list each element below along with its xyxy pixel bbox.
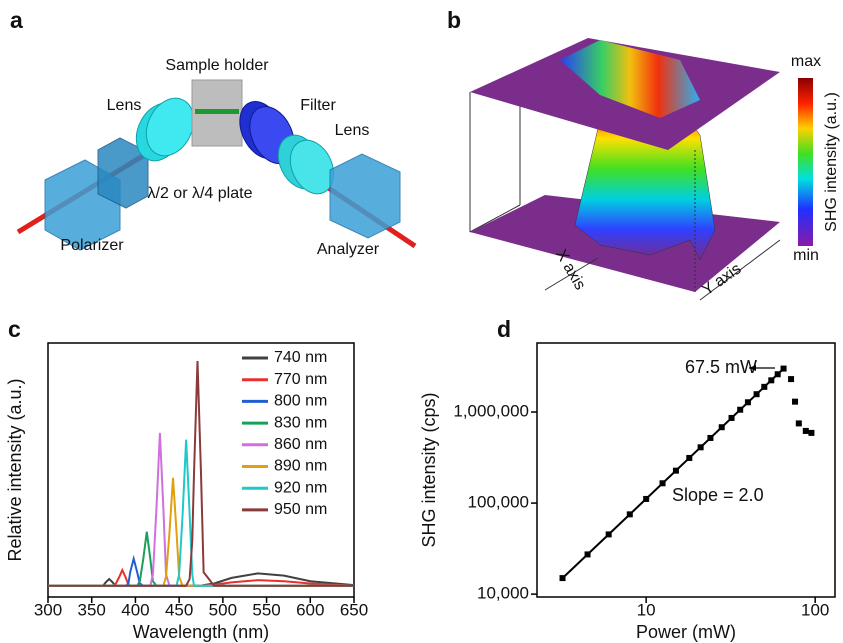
legend-label: 770 nm	[274, 371, 327, 388]
data-point	[697, 444, 704, 451]
data-point	[753, 391, 760, 398]
data-point	[788, 376, 795, 383]
component-label: λ/2 or λ/4 plate	[148, 185, 253, 202]
x-tick-label: 600	[296, 600, 324, 619]
plot-frame	[536, 342, 836, 598]
data-point	[728, 414, 735, 421]
data-point	[744, 399, 751, 406]
x-tick-label: 350	[78, 600, 106, 619]
panel-label: b	[447, 7, 461, 33]
data-point	[774, 371, 781, 378]
colorbar-min: min	[793, 247, 819, 264]
data-point	[792, 398, 799, 405]
data-point	[808, 429, 815, 436]
data-point	[643, 495, 650, 502]
y-axis-label: Relative intensity (a.u.)	[5, 378, 25, 561]
legend-label: 800 nm	[274, 393, 327, 410]
x-tick-label: 550	[252, 600, 280, 619]
data-point	[672, 467, 679, 474]
data-point	[737, 406, 744, 413]
component-label: Lens	[107, 97, 142, 114]
component-label: Filter	[300, 97, 336, 114]
surface-plot	[469, 38, 813, 301]
x-tick-label: 450	[165, 600, 193, 619]
legend-label: 950 nm	[274, 501, 327, 518]
data-point	[659, 480, 666, 487]
data-point	[718, 424, 725, 431]
data-point	[605, 531, 612, 538]
legend-label: 740 nm	[274, 349, 327, 366]
y-tick-label: 10,000	[477, 584, 529, 603]
x-tick-label: 100	[801, 600, 829, 619]
data-point	[780, 365, 787, 372]
data-point	[707, 434, 714, 441]
y-tick-label: 100,000	[468, 493, 529, 512]
x-tick-label: 500	[209, 600, 237, 619]
plot-frame	[47, 342, 355, 598]
x-tick-label: 300	[34, 600, 62, 619]
component-label: Analyzer	[317, 241, 380, 258]
data-point	[626, 511, 633, 518]
data-point	[559, 575, 566, 582]
data-point	[686, 454, 693, 461]
colorbar-title: SHG intensity (a.u.)	[823, 92, 840, 232]
x-axis-label: Power (mW)	[636, 622, 736, 642]
y-tick-label: 1,000,000	[453, 402, 529, 421]
annotation-arrowhead	[749, 365, 756, 371]
data-point	[795, 420, 802, 427]
panel-label: a	[10, 7, 23, 33]
x-tick-label: 650	[340, 600, 368, 619]
data-point	[761, 383, 768, 390]
component-label: Sample holder	[165, 57, 269, 74]
data-point	[768, 377, 775, 384]
x-tick-label: 10	[637, 600, 656, 619]
panel-label: d	[497, 316, 511, 342]
x-tick-label: 400	[121, 600, 149, 619]
legend-label: 860 nm	[274, 436, 327, 453]
x-axis-label: Wavelength (nm)	[133, 622, 269, 642]
legend-label: 920 nm	[274, 479, 327, 496]
annotation: Slope = 2.0	[672, 485, 764, 505]
component-label: Polarizer	[60, 237, 124, 254]
data-point	[802, 427, 809, 434]
spectrum-line	[48, 567, 355, 587]
colorbar-max: max	[791, 53, 821, 70]
setup-diagram	[16, 79, 417, 251]
legend-label: 830 nm	[274, 414, 327, 431]
spectrum-line	[48, 531, 354, 587]
legend-label: 890 nm	[274, 458, 327, 475]
data-point	[584, 551, 591, 558]
y-axis-label: SHG intensity (cps)	[419, 392, 439, 547]
annotation: 67.5 mW	[685, 357, 757, 377]
panel-label: c	[8, 316, 21, 342]
spectrum-line	[48, 360, 354, 587]
component-label: Lens	[335, 122, 370, 139]
